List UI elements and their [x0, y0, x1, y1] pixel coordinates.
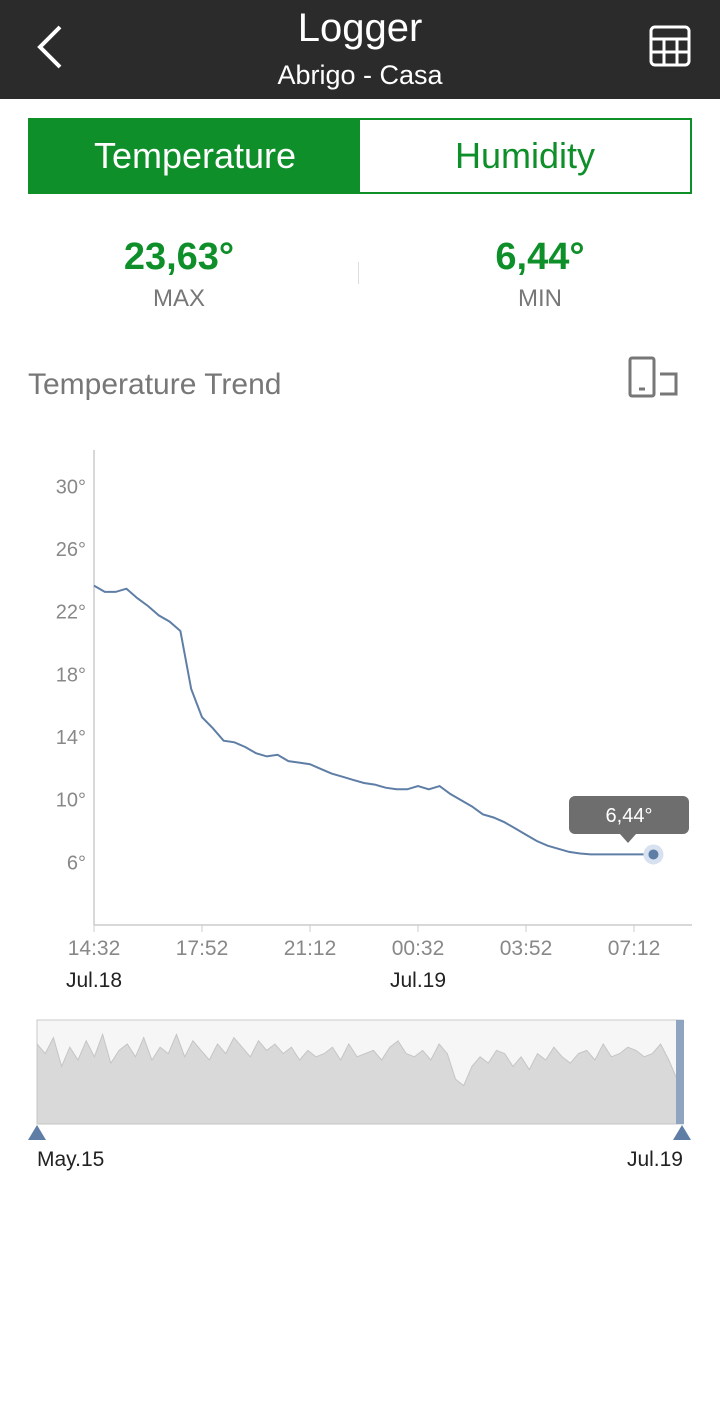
chart-tooltip: 6,44° — [569, 796, 689, 843]
app-header: Logger Abrigo - Casa — [0, 0, 720, 99]
max-label: MAX — [152, 285, 205, 312]
x-tick-label: 03:52 — [500, 937, 553, 960]
min-label: MIN — [518, 285, 562, 312]
trend-title: Temperature Trend — [28, 368, 282, 401]
tooltip-text: 6,44° — [606, 805, 653, 827]
page-title: Logger — [297, 6, 423, 50]
tab-bar: Temperature Humidity — [28, 118, 692, 194]
y-tick-label: 10° — [56, 790, 86, 812]
navigator-selection[interactable] — [676, 1020, 684, 1124]
max-value: 23,63° — [123, 236, 235, 278]
y-tick-label: 14° — [56, 727, 86, 749]
tab-temperature[interactable]: Temperature — [30, 120, 360, 192]
navigator-left-handle[interactable] — [28, 1125, 46, 1140]
rotate-screen-icon[interactable] — [626, 356, 682, 400]
y-tick-label: 18° — [56, 664, 86, 686]
x-tick-label: 07:12 — [608, 937, 661, 960]
hover-point — [648, 849, 659, 860]
range-navigator[interactable]: May.15 Jul.19 — [28, 1019, 691, 1171]
navigator-area — [36, 1032, 678, 1125]
navigator-right-handle[interactable] — [673, 1125, 691, 1140]
y-tick-label: 22° — [56, 602, 86, 624]
stat-divider — [358, 262, 359, 284]
y-tick-label: 6° — [67, 852, 86, 874]
x-date-label: Jul.18 — [66, 969, 122, 992]
x-tick-label: 14:32 — [68, 937, 121, 960]
min-stat: 6,44° MIN — [390, 236, 690, 313]
y-tick-label: 26° — [56, 539, 86, 561]
tab-humidity[interactable]: Humidity — [360, 120, 690, 192]
x-tick-label: 17:52 — [176, 937, 229, 960]
table-grid-icon[interactable] — [648, 24, 692, 68]
x-tick-label: 00:32 — [392, 937, 445, 960]
chevron-left-icon[interactable] — [30, 22, 70, 72]
temperature-series-line — [93, 584, 654, 856]
page-subtitle: Abrigo - Casa — [277, 60, 443, 90]
max-stat: 23,63° MAX — [29, 236, 329, 313]
navigator-end-label: Jul.19 — [627, 1148, 683, 1171]
temperature-chart: 30° 26° 22° 18° 14° 10° 6° 14:32 Jul.18 17:52 21:… — [28, 450, 692, 1171]
y-tick-label: 30° — [56, 476, 86, 498]
x-tick-label: 21:12 — [284, 937, 337, 960]
navigator-start-label: May.15 — [37, 1148, 104, 1171]
x-date-label: Jul.19 — [390, 969, 446, 992]
min-value: 6,44° — [495, 236, 585, 278]
